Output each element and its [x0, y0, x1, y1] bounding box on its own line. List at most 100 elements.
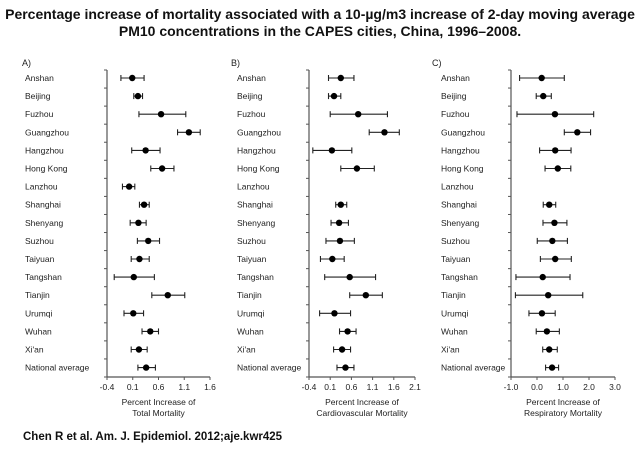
panel-a-point-estimate — [125, 183, 133, 190]
panel-c-row-label: Beijing — [441, 91, 467, 101]
panel-a-row-label: Xi'an — [25, 345, 44, 355]
panel-a-row-label: Anshan — [25, 73, 54, 83]
panel-b-x-tick-label: 0.1 — [324, 382, 336, 392]
panel-a-row-label: Wuhan — [25, 326, 52, 336]
panel-a-row-label: Hangzhou — [25, 145, 64, 155]
panel-b-x-tick-label: -0.4 — [302, 382, 317, 392]
panel-c-x-tick-label: 3.0 — [609, 382, 621, 392]
panel-a-row-label: Tangshan — [25, 272, 62, 282]
panel-a-row-label: Urumqi — [25, 308, 53, 318]
panel-b-point-estimate — [335, 219, 343, 226]
panel-c-xlabel-line2: Respiratory Mortality — [524, 408, 603, 418]
chart-title: Percentage increase of mortality associa… — [0, 6, 640, 40]
panel-c-label: C) — [432, 58, 442, 68]
panel-b-row-label: Beijing — [237, 91, 263, 101]
panel-a-row-label: Shanghai — [25, 200, 61, 210]
panel-a-point-estimate — [158, 165, 166, 172]
panel-a-point-estimate — [142, 364, 150, 371]
panel-c-point-estimate — [538, 310, 546, 317]
panel-b-x-tick-label: 0.6 — [345, 382, 357, 392]
panel-b-point-estimate — [330, 92, 338, 100]
panel-c-point-estimate — [544, 292, 552, 299]
panel-b-row-label: Hong Kong — [237, 164, 280, 174]
panel-c-point-estimate — [546, 346, 553, 353]
panel-b-point-estimate — [344, 328, 351, 335]
panel-a-point-estimate — [142, 147, 149, 154]
panel-b-row-label: Shanghai — [237, 200, 273, 210]
panel-b-point-estimate — [381, 129, 388, 136]
panel-c-point-estimate — [546, 201, 553, 208]
panel-b-row-label: Suzhou — [237, 236, 266, 246]
panel-a-x-tick-label: 0.1 — [127, 382, 139, 392]
panel-c-row-label: Shenyang — [441, 218, 480, 228]
panel-a-x-tick-label: 0.6 — [153, 382, 165, 392]
panel-b-x-tick-label: 1.6 — [388, 382, 400, 392]
panel-c-row-label: Shanghai — [441, 200, 477, 210]
panel-c-row-label: Suzhou — [441, 236, 470, 246]
panel-b-point-estimate — [354, 111, 362, 118]
panel-b-row-label: Xi'an — [237, 345, 256, 355]
panel-c-point-estimate — [574, 129, 581, 136]
panel-b-row-label: Urumqi — [237, 308, 265, 318]
panel-a-row-label: Fuzhou — [25, 109, 54, 119]
panel-c-row-label: Urumqi — [441, 308, 469, 318]
panel-b-row-label: Fuzhou — [237, 109, 266, 119]
panel-c-row-label: Tangshan — [441, 272, 478, 282]
panel-c-row-label: Tianjin — [441, 290, 466, 300]
panel-c-point-estimate — [551, 219, 558, 226]
panel-b-xlabel-line1: Percent Increase of — [325, 397, 399, 407]
panel-a-row-label: Shenyang — [25, 218, 64, 228]
panel-a-point-estimate — [135, 219, 142, 226]
panel-a-point-estimate — [130, 310, 137, 317]
panel-b-point-estimate — [338, 346, 346, 353]
panel-b-point-estimate — [342, 364, 349, 371]
panel-b-row-label: National average — [237, 363, 302, 373]
panel-c-point-estimate — [543, 328, 551, 335]
citation: Chen R et al. Am. J. Epidemiol. 2012;aje… — [23, 431, 283, 443]
panel-a-label: A) — [22, 58, 31, 68]
panel-b-row-label: Tianjin — [237, 290, 262, 300]
panel-a-point-estimate — [185, 129, 193, 136]
panel-c-row-label: Lanzhou — [441, 182, 474, 192]
panel-c-row-label: Xi'an — [441, 345, 460, 355]
panel-a-row-label: Taiyuan — [25, 254, 55, 264]
panel-c-row-label: Hong Kong — [441, 164, 484, 174]
panel-b-point-estimate — [328, 147, 336, 154]
panel-c-point-estimate — [551, 111, 559, 118]
panel-b-point-estimate — [362, 292, 370, 299]
panel-c-point-estimate — [552, 147, 559, 154]
panel-a-xlabel-line1: Percent Increase of — [122, 397, 196, 407]
panel-a-point-estimate — [147, 328, 154, 335]
panel-b-xlabel-line2: Cardiovascular Mortality — [316, 408, 408, 418]
panel-a-point-estimate — [145, 237, 152, 245]
panel-b-point-estimate — [336, 237, 344, 245]
panel-b-row-label: Lanzhou — [237, 182, 270, 192]
panel-a-point-estimate — [157, 111, 165, 118]
panel-b-point-estimate — [353, 165, 361, 172]
panel-a-x-tick-label: 1.1 — [178, 382, 190, 392]
panel-a-row-label: Hong Kong — [25, 164, 68, 174]
panel-c-row-label: Anshan — [441, 73, 470, 83]
panel-b-point-estimate — [331, 310, 338, 317]
panel-a-point-estimate — [136, 255, 143, 263]
panel-a-point-estimate — [135, 346, 143, 353]
panel-c-xlabel-line1: Percent Increase of — [526, 397, 600, 407]
panel-b-row-label: Shenyang — [237, 218, 276, 228]
panel-c-point-estimate — [552, 255, 559, 263]
panel-c-x-tick-label: 0.0 — [531, 382, 543, 392]
panel-a-point-estimate — [140, 201, 148, 208]
panel-a-row-label: Beijing — [25, 91, 51, 101]
panel-b-point-estimate — [337, 74, 344, 82]
panel-c-point-estimate — [548, 364, 556, 371]
panel-b-point-estimate — [337, 201, 344, 208]
panel-b-label: B) — [231, 58, 240, 68]
panel-c-x-tick-label: -1.0 — [504, 382, 519, 392]
panel-c-point-estimate — [540, 92, 547, 100]
panel-c-point-estimate — [539, 273, 546, 281]
panel-a-row-label: National average — [25, 363, 90, 373]
panel-c-row-label: Taiyuan — [441, 254, 471, 264]
panel-a-point-estimate — [164, 292, 171, 299]
panel-b-row-label: Wuhan — [237, 326, 264, 336]
chart-title-line2: PM10 concentrations in the CAPES cities,… — [118, 23, 522, 39]
